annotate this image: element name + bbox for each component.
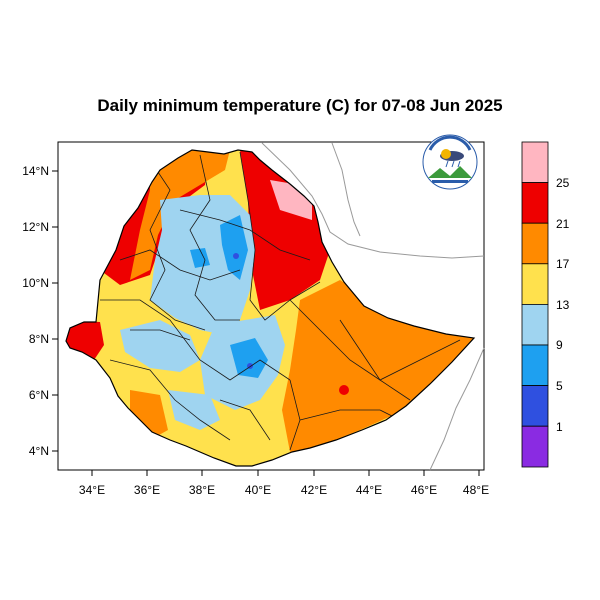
colorbar-label: 5 (556, 379, 563, 393)
y-tick-label: 14°N (22, 164, 49, 178)
colorbar-label: 13 (556, 298, 570, 312)
x-tick-label: 36°E (134, 483, 160, 497)
institute-logo (422, 134, 478, 190)
colorbar-swatch (521, 425, 549, 468)
map-title: Daily minimum temperature (C) for 07-08 … (97, 96, 503, 115)
colorbar-label: 25 (556, 176, 570, 190)
coastlines (261, 142, 485, 471)
colorbar-swatch (521, 182, 549, 224)
y-tick-label: 12°N (22, 220, 49, 234)
country-outline (65, 149, 476, 467)
y-tick-label: 6°N (29, 388, 49, 402)
x-tick-label: 48°E (463, 483, 489, 497)
y-tick-label: 4°N (29, 444, 49, 458)
mountain-icon (428, 166, 472, 178)
x-tick-label: 38°E (189, 483, 215, 497)
axis-ticks (52, 170, 480, 476)
colorbar-swatch (521, 344, 549, 386)
colorbar-swatch (521, 263, 549, 305)
sun-icon (441, 149, 451, 159)
y-tick-label: 8°N (29, 332, 49, 346)
x-tick-label: 34°E (79, 483, 105, 497)
colorbar-label: 21 (556, 217, 570, 231)
x-tick-label: 40°E (245, 483, 271, 497)
regional-boundaries (100, 151, 461, 451)
colorbar-swatch (521, 222, 549, 265)
colorbar-swatch (521, 303, 549, 346)
colorbar-label: 9 (556, 338, 563, 352)
x-tick-label: 42°E (301, 483, 327, 497)
y-tick-label: 10°N (22, 276, 49, 290)
colorbar (521, 141, 549, 468)
logo-text-arc (428, 135, 472, 151)
x-tick-label: 46°E (411, 483, 437, 497)
colorbar-swatch (521, 141, 549, 183)
x-tick-label: 44°E (356, 483, 382, 497)
colorbar-label: 17 (556, 257, 570, 271)
colorbar-swatch (521, 385, 549, 427)
colorbar-label: 1 (556, 420, 563, 434)
